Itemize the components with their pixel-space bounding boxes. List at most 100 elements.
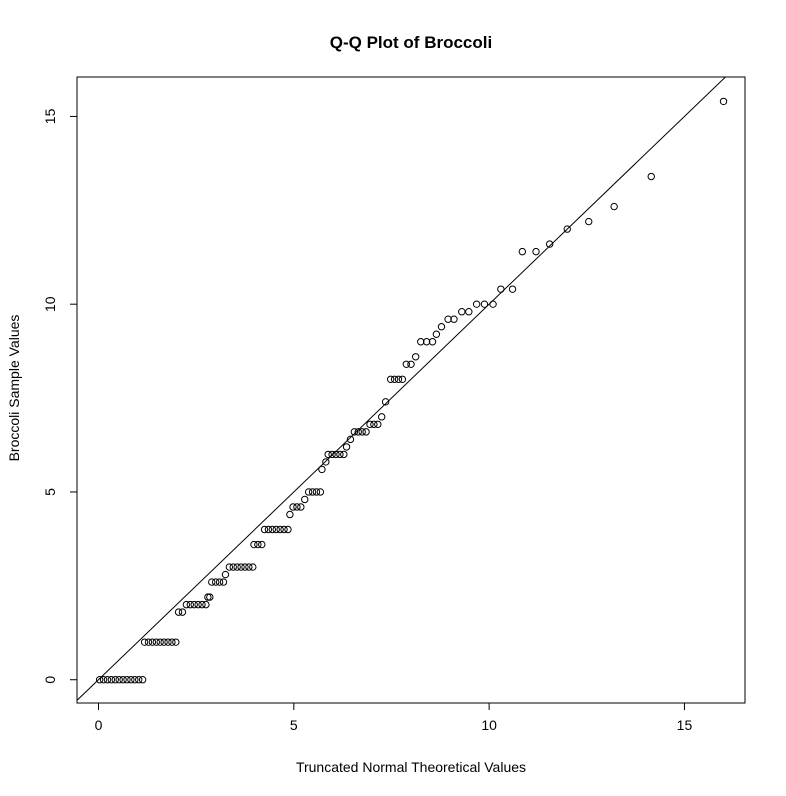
data-point bbox=[211, 578, 220, 586]
data-point bbox=[350, 428, 359, 436]
data-point bbox=[437, 323, 446, 331]
data-point bbox=[194, 600, 202, 609]
data-point bbox=[312, 488, 321, 496]
data-point bbox=[202, 600, 210, 609]
data-point bbox=[99, 676, 108, 684]
data-point bbox=[204, 593, 212, 601]
data-point bbox=[198, 600, 206, 609]
data-point bbox=[135, 676, 143, 684]
data-point bbox=[370, 420, 378, 429]
data-point bbox=[178, 608, 187, 616]
reference-line bbox=[77, 77, 727, 701]
data-point bbox=[289, 503, 297, 511]
chart-title: Q-Q Plot of Broccoli bbox=[330, 33, 492, 52]
data-point bbox=[322, 458, 330, 466]
data-point bbox=[241, 563, 249, 571]
data-point bbox=[324, 450, 332, 459]
y-axis-label: Broccoli Sample Values bbox=[6, 315, 22, 462]
data-point bbox=[354, 428, 362, 436]
data-point bbox=[610, 202, 618, 211]
data-point bbox=[225, 563, 234, 571]
data-point bbox=[585, 217, 593, 226]
data-point bbox=[160, 638, 168, 646]
data-point bbox=[111, 676, 119, 684]
data-point bbox=[411, 353, 420, 361]
data-point bbox=[221, 570, 230, 579]
data-point bbox=[138, 676, 147, 684]
data-point bbox=[260, 525, 269, 534]
data-point bbox=[172, 638, 180, 646]
data-point bbox=[318, 465, 326, 474]
data-point bbox=[123, 676, 131, 684]
data-point bbox=[358, 428, 366, 436]
data-point bbox=[332, 450, 340, 459]
data-point bbox=[152, 638, 161, 646]
reference-line-layer bbox=[77, 77, 727, 701]
x-axis: 0 5 10 15 bbox=[95, 702, 692, 733]
data-point bbox=[127, 676, 135, 684]
data-point bbox=[428, 338, 437, 346]
data-point bbox=[107, 676, 116, 684]
data-point bbox=[497, 285, 505, 293]
data-point bbox=[103, 676, 112, 684]
data-point bbox=[450, 315, 458, 323]
y-tick-label: 10 bbox=[42, 296, 58, 312]
data-point bbox=[280, 525, 288, 534]
data-point bbox=[545, 240, 554, 248]
data-point bbox=[532, 247, 540, 256]
data-point bbox=[174, 608, 183, 616]
data-point bbox=[328, 450, 336, 459]
data-point bbox=[374, 420, 382, 429]
data-point bbox=[508, 285, 517, 293]
data-point bbox=[346, 435, 355, 444]
data-point bbox=[336, 450, 344, 459]
data-point bbox=[390, 375, 399, 383]
data-point bbox=[182, 600, 191, 609]
data-point bbox=[518, 247, 527, 256]
data-point bbox=[186, 600, 194, 609]
data-point bbox=[156, 638, 164, 646]
data-point bbox=[293, 503, 301, 511]
data-points bbox=[95, 97, 728, 684]
data-point bbox=[233, 563, 241, 571]
data-point bbox=[144, 638, 153, 646]
data-point bbox=[131, 676, 139, 684]
data-point bbox=[268, 525, 277, 534]
data-point bbox=[250, 540, 258, 549]
data-point bbox=[422, 338, 431, 346]
data-point bbox=[465, 308, 473, 316]
data-point bbox=[229, 563, 237, 571]
data-point bbox=[264, 525, 273, 534]
data-point bbox=[206, 593, 214, 601]
data-point bbox=[340, 450, 348, 459]
data-point bbox=[148, 638, 157, 646]
x-tick-label: 5 bbox=[290, 717, 298, 733]
data-point bbox=[432, 330, 441, 338]
data-point bbox=[308, 488, 317, 496]
data-point bbox=[276, 525, 284, 534]
data-point bbox=[647, 172, 655, 181]
data-point bbox=[219, 578, 228, 586]
data-point bbox=[258, 540, 266, 549]
data-point bbox=[472, 300, 481, 308]
data-point bbox=[164, 638, 172, 646]
data-point bbox=[237, 563, 245, 571]
data-point bbox=[249, 563, 257, 571]
x-axis-label: Truncated Normal Theoretical Values bbox=[296, 759, 526, 775]
data-point bbox=[362, 428, 370, 436]
data-point bbox=[381, 398, 390, 406]
data-point bbox=[297, 503, 305, 511]
data-point bbox=[398, 375, 407, 383]
y-tick-label: 5 bbox=[42, 488, 58, 496]
data-point bbox=[115, 676, 123, 684]
data-point bbox=[378, 413, 386, 421]
data-point bbox=[208, 578, 216, 586]
data-point bbox=[140, 638, 149, 646]
data-point bbox=[489, 300, 497, 308]
data-point bbox=[284, 525, 292, 534]
data-point bbox=[190, 600, 198, 609]
x-tick-label: 10 bbox=[481, 717, 497, 733]
y-axis: 0 5 10 15 bbox=[42, 108, 78, 684]
data-point bbox=[301, 495, 309, 504]
